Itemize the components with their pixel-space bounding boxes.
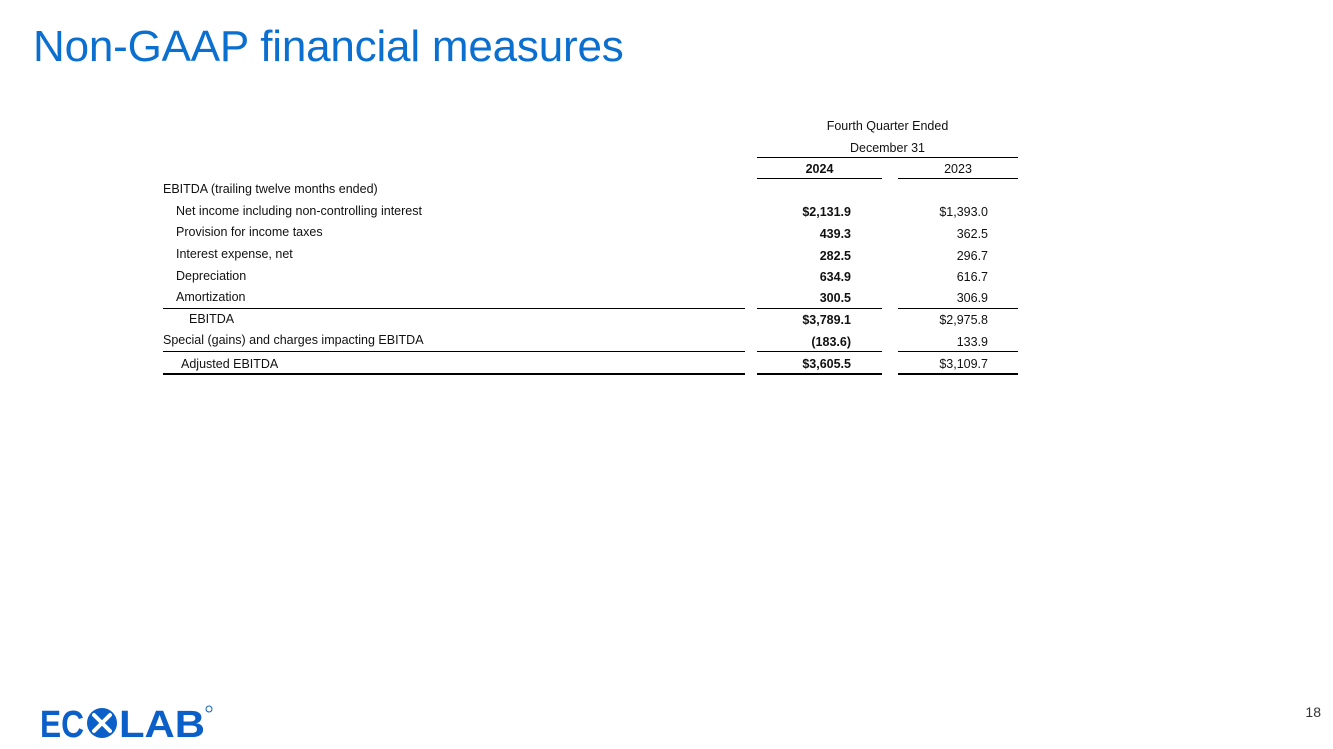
row-label: Special (gains) and charges impacting EB… — [163, 333, 424, 347]
value-2023: 306.9 — [956, 291, 988, 305]
header-date: December 31 — [849, 141, 926, 155]
ecolab-logo: EC LAB — [40, 700, 215, 746]
divider — [898, 351, 1018, 352]
section-label: EBITDA (trailing twelve months ended) — [163, 182, 378, 196]
row-label: EBITDA — [189, 312, 235, 326]
value-2023: 133.9 — [956, 335, 988, 349]
divider — [898, 373, 1018, 375]
column-header-2023: 2023 — [944, 162, 972, 176]
divider — [757, 178, 882, 179]
value-2024: $3,605.5 — [802, 357, 851, 371]
row-label: Depreciation — [176, 269, 247, 283]
value-2024: 439.3 — [819, 227, 851, 241]
row-label: Provision for income taxes — [176, 225, 323, 239]
divider — [757, 373, 882, 375]
value-2023: $3,109.7 — [939, 357, 988, 371]
divider — [757, 351, 882, 352]
divider — [898, 308, 1018, 309]
column-header-2024: 2024 — [805, 162, 834, 176]
value-2023: 296.7 — [956, 249, 988, 263]
value-2023: $2,975.8 — [939, 313, 988, 327]
value-2024: (183.6) — [811, 335, 851, 349]
value-2024: $3,789.1 — [802, 313, 851, 327]
value-2023: 362.5 — [956, 227, 988, 241]
svg-text:LAB: LAB — [119, 704, 205, 740]
value-2023: 616.7 — [956, 270, 988, 284]
page-title: Non-GAAP financial measures — [33, 22, 624, 71]
svg-text:EC: EC — [40, 704, 84, 740]
value-2024: 300.5 — [819, 291, 851, 305]
row-label: Adjusted EBITDA — [181, 357, 279, 371]
value-2024: 282.5 — [819, 249, 851, 263]
row-label: Net income including non-controlling int… — [176, 204, 422, 218]
value-2023: $1,393.0 — [939, 205, 988, 219]
divider — [757, 157, 1018, 158]
row-label: Amortization — [176, 290, 246, 304]
divider — [163, 351, 745, 352]
value-2024: 634.9 — [819, 270, 851, 284]
row-label: Interest expense, net — [176, 247, 293, 261]
divider — [163, 308, 745, 309]
header-period: Fourth Quarter Ended — [826, 119, 949, 133]
divider — [898, 178, 1018, 179]
divider — [757, 308, 882, 309]
value-2024: $2,131.9 — [802, 205, 851, 219]
divider — [163, 373, 745, 375]
page-number: 18 — [1305, 704, 1321, 720]
